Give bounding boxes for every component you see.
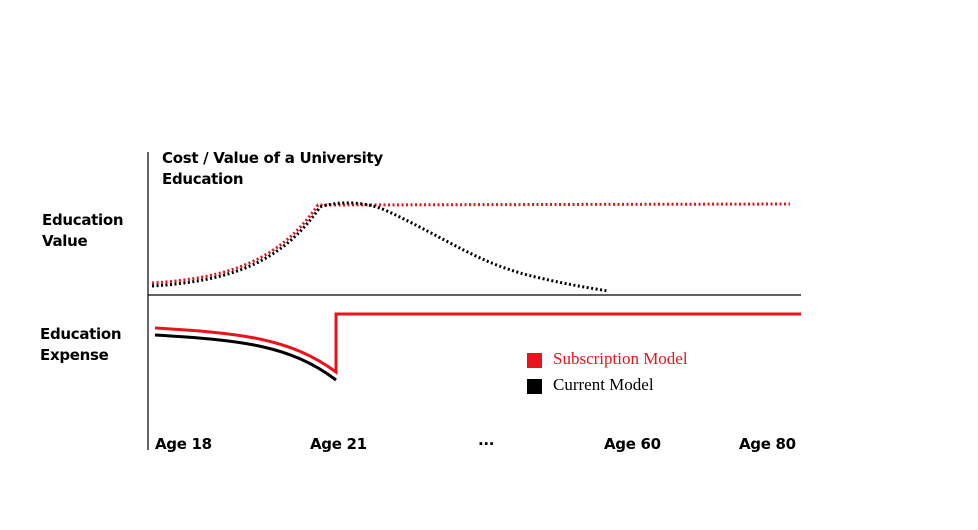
x-label-age-21: Age 21 [310,435,367,453]
x-label-age-60: Age 60 [604,435,661,453]
expense-curve-current [154,333,337,382]
y-label-expense: Education Expense [40,325,122,364]
y-label-value: Education Value [42,211,124,250]
value-curve-current [151,201,609,293]
expense-curve-subscription [154,312,801,375]
value-curve-subscription [151,202,791,285]
x-label-ellipsis: ... [478,431,495,449]
legend-swatch-subscription [527,353,542,368]
legend-swatch-current [527,379,542,394]
legend-label-subscription: Subscription Model [553,349,688,368]
x-label-age-80: Age 80 [739,435,796,453]
diagram-title: Cost / Value of a University Education [162,149,383,188]
legend-label-current: Current Model [553,375,654,394]
x-label-age-18: Age 18 [155,435,212,453]
